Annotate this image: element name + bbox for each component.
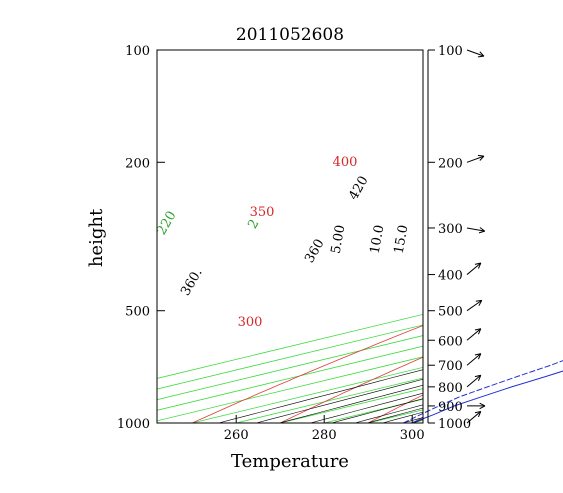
- wind-barb: [466, 374, 482, 388]
- right-tick-label: 500: [438, 305, 463, 320]
- right-tick-label: 100: [438, 44, 463, 59]
- dry-adiabat-290: [368, 394, 423, 423]
- right-tick-label: 300: [438, 222, 463, 237]
- dry-adiabat-270: [280, 356, 423, 423]
- isotherm-300: [412, 419, 423, 423]
- right-tick-label: 200: [438, 156, 463, 171]
- dry-adiabat-300: [412, 416, 423, 423]
- plot-frame: [156, 49, 424, 424]
- moist-adiabat-300: [412, 418, 423, 423]
- right-tick-label: 600: [438, 334, 463, 349]
- dry-adiabat-330: [544, 50, 563, 423]
- y-tick-label: 200: [125, 156, 150, 171]
- x-axis-label: Temperature: [231, 451, 349, 472]
- line-label: 220: [154, 209, 179, 238]
- isotherm-220: [157, 335, 423, 401]
- wind-barb: [466, 227, 486, 234]
- isotherm-270: [280, 388, 423, 423]
- line-label: 360.: [178, 266, 205, 299]
- mixing-ratio-7: [331, 398, 423, 423]
- right-tick-label: 400: [438, 269, 463, 284]
- dry-adiabat-250: [192, 325, 423, 423]
- isotherm-320: [500, 50, 563, 423]
- mixing-ratio-2: [256, 378, 423, 423]
- wind-barb: [466, 49, 485, 58]
- right-tick-label: 700: [438, 359, 463, 374]
- background-lines: [157, 50, 563, 423]
- wind-barb: [466, 154, 485, 163]
- isotherm-200: [157, 313, 423, 379]
- dry-adiabat-310: [456, 50, 563, 423]
- line-label: 300: [238, 315, 263, 330]
- sounding-profile: [403, 360, 563, 424]
- y-tick-label: 1000: [117, 417, 150, 432]
- y-tick-label: 100: [125, 44, 150, 59]
- mixing-ratio-15: [382, 411, 423, 423]
- isotherm-310: [456, 50, 563, 423]
- line-label: 10.0: [368, 224, 388, 255]
- wind-barb: [466, 410, 482, 424]
- chart-title: 2011052608: [236, 25, 344, 45]
- moist-adiabat-320: [500, 50, 563, 423]
- x-tick-label: 260: [224, 428, 249, 443]
- dry-adiabat-320: [500, 50, 563, 423]
- wind-barb: [466, 353, 482, 366]
- line-label: 15.0: [392, 224, 412, 255]
- line-label: 5.00: [329, 224, 349, 255]
- right-tick-label: 900: [438, 400, 463, 415]
- right-pressure-axis: 100 200 300 400 500 600 700 800 900 1000: [427, 44, 471, 432]
- isotherm-330: [544, 50, 563, 423]
- dewpoint-profile: [403, 360, 563, 424]
- x-tick-label: 280: [312, 428, 337, 443]
- right-tick-label: 1000: [438, 417, 471, 432]
- temperature-profile: [411, 370, 563, 424]
- mixing-ratio-5: [310, 392, 423, 423]
- x-axis-ticks: 260 280 300: [224, 415, 425, 443]
- isotherm-240: [157, 356, 423, 422]
- x-tick-label: 300: [400, 428, 425, 443]
- right-tick-label: 800: [438, 381, 463, 396]
- mixing-ratio-1: [218, 369, 423, 423]
- isotherm-210: [157, 324, 423, 390]
- line-label: 400: [333, 155, 358, 170]
- line-label: 350: [250, 205, 275, 220]
- wind-barb: [467, 402, 486, 410]
- wind-barb: [466, 328, 482, 341]
- y-tick-label: 500: [125, 305, 150, 320]
- y-axis-label: height: [86, 208, 107, 267]
- wind-barbs: [466, 49, 486, 424]
- line-label: 420: [346, 174, 371, 203]
- mixing-ratio-12: [367, 407, 423, 423]
- mixing-ratio-3: [279, 384, 423, 423]
- wind-barb: [466, 299, 483, 312]
- wind-barb: [466, 262, 482, 275]
- left-y-axis-ticks: 100 200 500 1000: [117, 44, 165, 432]
- mixing-ratio-20: [402, 417, 423, 423]
- line-label: 360: [302, 237, 327, 266]
- isotherm-230: [157, 345, 423, 411]
